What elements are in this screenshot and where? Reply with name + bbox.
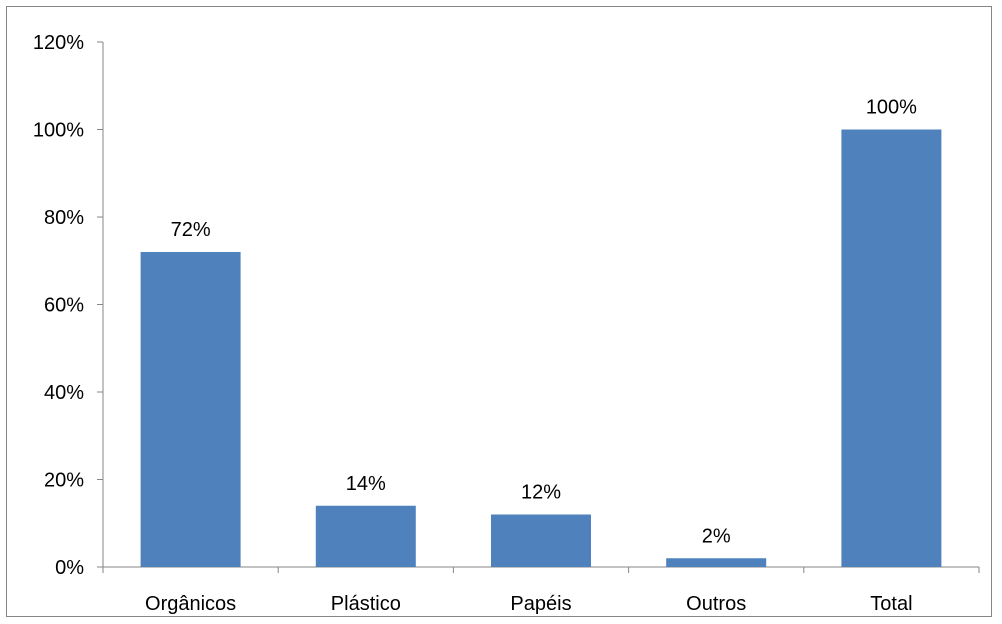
data-label: 12%	[521, 482, 561, 504]
y-tick-label: 40%	[44, 382, 84, 404]
bar-4	[841, 129, 942, 567]
y-tick-label: 0%	[55, 557, 84, 579]
data-label: 100%	[866, 97, 917, 119]
bar-3	[666, 558, 767, 567]
bar-2	[491, 514, 591, 567]
x-category-label: Papéis	[510, 593, 571, 615]
x-category-label: Total	[870, 593, 912, 615]
y-tick-label: 60%	[44, 295, 84, 317]
y-axis: 0% 20% 40% 60% 80% 100% 120%	[33, 32, 104, 579]
x-axis: Orgânicos Plástico Papéis Outros Total	[102, 566, 980, 615]
y-tick-label: 80%	[44, 207, 84, 229]
bar-1	[315, 505, 416, 567]
data-label: 14%	[346, 473, 386, 495]
y-tick-label: 100%	[33, 120, 84, 142]
data-label: 2%	[702, 525, 731, 547]
y-tick-label: 120%	[33, 32, 84, 54]
x-category-label: Outros	[686, 593, 746, 615]
x-category-label: Plástico	[331, 593, 401, 615]
x-category-label: Orgânicos	[145, 593, 236, 615]
data-labels: 72% 14% 12% 2% 100%	[171, 97, 918, 548]
bar-0	[140, 252, 241, 567]
y-tick-label: 20%	[44, 470, 84, 492]
bars	[140, 129, 942, 567]
data-label: 72%	[171, 219, 211, 241]
